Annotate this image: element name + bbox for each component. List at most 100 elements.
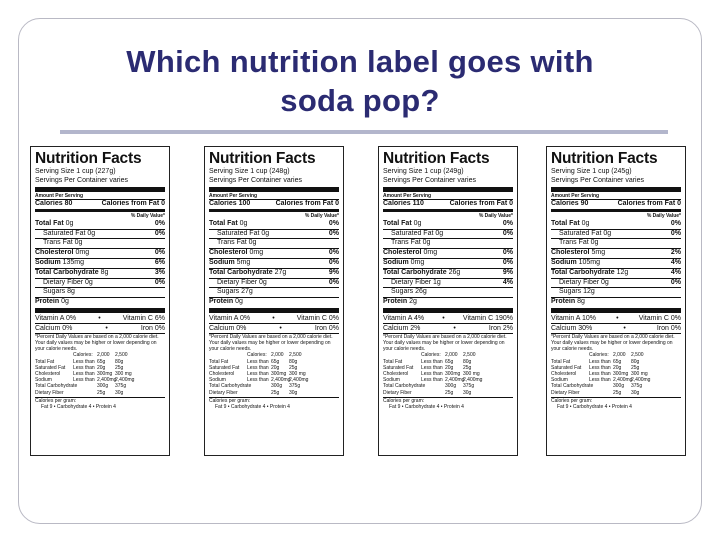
- footnote-grid-cell: 2,000: [445, 352, 458, 359]
- saturated-fat-dv: 0%: [670, 229, 681, 237]
- footnote-grid-cell: Saturated Fat: [383, 364, 414, 371]
- sodium-label: Sodium: [383, 259, 409, 267]
- divider: [551, 396, 681, 398]
- divider: [209, 186, 339, 192]
- trans-fat-label: Trans Fat: [559, 239, 589, 247]
- footnote-grid-cell: 300g: [271, 383, 283, 390]
- serving-size: Serving Size 1 cup (249g): [383, 168, 464, 175]
- footnote-grid-cell: 2,400mg: [613, 377, 633, 384]
- footnote-grid-cell: Less than: [247, 364, 269, 371]
- footnote-grid-cell: 30g: [115, 389, 124, 396]
- calories: Calories 100: [209, 199, 251, 207]
- footnote-grid-cell: 25g: [463, 364, 472, 371]
- total-fat: 0g: [239, 219, 248, 227]
- dietary-fiber-label: Dietary Fiber: [217, 278, 258, 286]
- title-line-2: soda pop?: [280, 83, 440, 118]
- calories-per-gram: Calories per gram:: [209, 397, 251, 404]
- footnote-grid-cell: Calories:: [589, 352, 609, 359]
- dietary-fiber-dv: 0%: [154, 278, 165, 286]
- calories: Calories 110: [383, 199, 424, 207]
- carbohydrate-label: Total Carbohydrate: [209, 268, 273, 276]
- footnote-grid-cell: Cholesterol: [35, 371, 61, 378]
- footnote-grid-cell: 65g: [271, 358, 280, 365]
- slide-frame: [18, 18, 702, 524]
- footnote-grid-cell: 300 mg: [631, 371, 648, 378]
- label-header: Nutrition Facts: [551, 150, 658, 167]
- trans-fat-label: Trans Fat: [217, 239, 247, 247]
- footnote-grid-cell: Less than: [421, 358, 443, 365]
- total-fat-label: Total Fat: [35, 219, 64, 227]
- divider: [209, 209, 339, 212]
- cholesterol-label: Cholesterol: [35, 249, 74, 257]
- footnote-grid-cell: Calories:: [247, 352, 267, 359]
- footnote-grid-cell: 2,500: [289, 352, 302, 359]
- footnote-grid-cell: [73, 390, 97, 396]
- footnote-grid-cell: 65g: [97, 358, 106, 365]
- daily-value-header: % Daily Value*: [130, 212, 165, 219]
- saturated-fat-dv: 0%: [154, 229, 165, 237]
- saturated-fat-label: Saturated Fat: [43, 229, 86, 237]
- label-header: Nutrition Facts: [35, 150, 142, 167]
- calories-per-gram: Calories per gram:: [35, 397, 77, 404]
- amount-per-serving: Amount Per Serving: [35, 192, 84, 199]
- footnote-grid-cell: 375g: [463, 383, 475, 390]
- sodium-dv: 0%: [328, 259, 339, 267]
- amount-per-serving: Amount Per Serving: [383, 192, 432, 199]
- footnote-grid-cell: 30g: [463, 389, 472, 396]
- sugars: 8g: [67, 288, 75, 296]
- calories-per-gram: Calories per gram:: [551, 397, 593, 404]
- slide-title: Which nutrition label goes with soda pop…: [60, 42, 660, 120]
- serving-size: Serving Size 1 cup (227g): [35, 168, 116, 175]
- footnote-grid-cell: 375g: [115, 383, 127, 390]
- footnote-grid-cell: Dietary Fiber: [35, 389, 64, 396]
- nutrition-label-3: Nutrition Facts Serving Size 1 cup (249g)…: [378, 146, 518, 456]
- footnote-grid-cell: 25g: [97, 389, 106, 396]
- total-fat-dv: 0%: [154, 219, 165, 227]
- carbohydrate-dv: 9%: [502, 268, 513, 276]
- label-header: Nutrition Facts: [209, 150, 316, 167]
- footnote-grid-cell: 25g: [445, 389, 454, 396]
- dietary-fiber-label: Dietary Fiber: [559, 278, 600, 286]
- trans-fat-label: Trans Fat: [43, 239, 73, 247]
- vitamin-a: Vitamin A 0%: [35, 315, 77, 323]
- calories-per-gram-values: Fat 9 • Carbohydrate 4 • Protein 4: [215, 403, 290, 410]
- footnote-grid-cell: Less than: [73, 364, 95, 371]
- footnote-grid-cell: 25g: [613, 389, 622, 396]
- nutrition-label-2: Nutrition Facts Serving Size 1 cup (248g)…: [204, 146, 344, 456]
- cholesterol-dv: 2%: [670, 249, 681, 257]
- footnote-grid-cell: [247, 390, 271, 396]
- vitamin-c: Vitamin C 0%: [296, 315, 339, 323]
- sodium: 135mg: [62, 259, 85, 267]
- footnote-grid-cell: Cholesterol: [551, 371, 577, 378]
- sugars: 27g: [241, 288, 253, 296]
- footnote-grid-cell: 2,400mg: [463, 377, 483, 384]
- divider: [209, 308, 339, 314]
- divider: [35, 333, 165, 334]
- footnote-grid-cell: 2,400mg: [115, 377, 135, 384]
- divider: [383, 333, 513, 334]
- title-divider: [60, 130, 668, 134]
- carbohydrate: 8g: [100, 268, 109, 276]
- footnote-grid: Calories: 2,000 2,500 Total Fat Less than 65g…: [551, 352, 681, 395]
- footnote-grid-cell: Less than: [421, 377, 443, 384]
- sodium-dv: 0%: [502, 259, 513, 267]
- protein: 2g: [409, 298, 417, 306]
- divider: [35, 396, 165, 398]
- servings-per-container: Servings Per Container varies: [35, 176, 128, 184]
- label-header: Nutrition Facts: [383, 150, 490, 167]
- footnote-grid-cell: Less than: [247, 377, 269, 384]
- calories: Calories 80: [35, 199, 73, 207]
- footnote-grid-cell: Less than: [247, 371, 269, 378]
- calcium: Calcium 2%: [383, 325, 421, 333]
- calcium: Calcium 0%: [209, 325, 247, 333]
- footnote-grid-cell: 375g: [631, 383, 643, 390]
- calories-per-gram-values: Fat 9 • Carbohydrate 4 • Protein 4: [389, 403, 464, 410]
- footnote-grid-cell: Saturated Fat: [209, 364, 240, 371]
- footnote-grid-cell: 300mg: [97, 371, 113, 378]
- footnote-grid-cell: Less than: [73, 358, 95, 365]
- footnote-grid-cell: Less than: [421, 364, 443, 371]
- calories-from-fat: Calories from Fat 0: [101, 199, 165, 207]
- footnote-grid-cell: 300 mg: [115, 371, 132, 378]
- vitamin-a: Vitamin A 4%: [383, 315, 425, 323]
- protein: 0g: [235, 298, 243, 306]
